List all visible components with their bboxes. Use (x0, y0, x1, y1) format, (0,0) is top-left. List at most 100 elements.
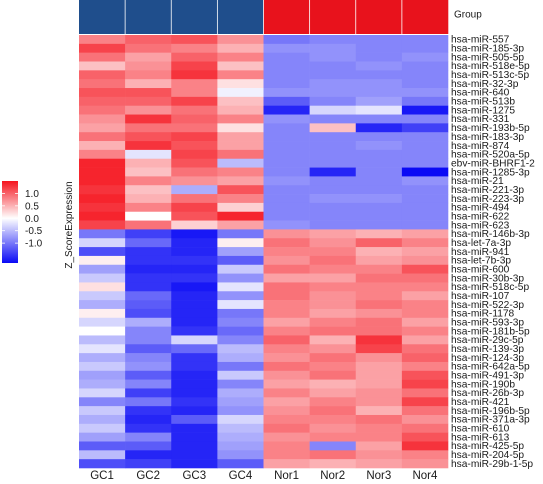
heatmap-cell (263, 353, 310, 363)
heatmap-cell (355, 132, 403, 142)
heatmap-cell (309, 79, 357, 89)
heatmap-cell (171, 344, 218, 354)
heatmap-cell (217, 388, 264, 398)
heatmap-cell (79, 441, 126, 451)
colorbar-tick-label: -1.0 (25, 239, 43, 250)
heatmap-cell (171, 300, 218, 310)
heatmap-cell (355, 79, 403, 89)
heatmap-cell (171, 317, 218, 327)
heatmap-cell (79, 194, 126, 204)
heatmap-cell (217, 397, 264, 407)
heatmap-cell (79, 202, 126, 213)
heatmap-cell (309, 114, 357, 124)
heatmap-cell (125, 158, 172, 168)
heatmap-cell (401, 96, 449, 106)
heatmap-cell (309, 123, 357, 133)
heatmap-cell (125, 335, 172, 345)
heatmap-cell (125, 185, 172, 195)
row-label: hsa-miR-600 (451, 264, 510, 275)
heatmap-cell (401, 123, 449, 133)
heatmap-cell (217, 291, 264, 301)
heatmap-cell (401, 105, 449, 115)
heatmap-cell (217, 379, 264, 389)
heatmap-cell (401, 141, 449, 151)
heatmap-cell (217, 185, 264, 195)
column-label: Nor3 (366, 470, 391, 482)
heatmap-cell (401, 379, 449, 389)
heatmap-cell (79, 379, 126, 389)
heatmap-cell (355, 176, 403, 186)
heatmap-cell (401, 238, 449, 248)
heatmap-cell (309, 202, 357, 213)
heatmap-cell (263, 220, 310, 230)
heatmap-cell (401, 353, 449, 363)
heatmap-cell (263, 149, 310, 160)
heatmap-cell (217, 194, 264, 204)
heatmap-cell (401, 335, 449, 345)
heatmap-cell (355, 229, 403, 239)
heatmap-cell (171, 353, 218, 363)
heatmap-cell (263, 96, 310, 106)
row-label: hsa-miR-29b-1-5p (451, 459, 533, 470)
heatmap-cell (125, 326, 172, 336)
heatmap-cell (125, 202, 172, 213)
heatmap-cell (217, 308, 264, 319)
heatmap-cell (309, 317, 357, 327)
heatmap-cell (79, 282, 126, 292)
heatmap-cell (355, 238, 403, 248)
row-label: hsa-miR-221-3p (451, 185, 524, 196)
row-label: ebv-miR-BHRF1-2 (451, 158, 535, 169)
heatmap-cell (217, 238, 264, 248)
heatmap-cell (217, 317, 264, 327)
heatmap-cell (355, 300, 403, 310)
group-cell (79, 0, 126, 34)
heatmap-cell (217, 450, 264, 460)
heatmap-cell (355, 326, 403, 336)
heatmap-cell (401, 414, 449, 425)
heatmap-cell (79, 220, 126, 230)
heatmap-cell (309, 370, 357, 380)
column-label: GC4 (229, 470, 253, 482)
heatmap-cell (171, 441, 218, 451)
heatmap-cell (125, 450, 172, 460)
heatmap-cell (263, 406, 310, 416)
row-label: hsa-miR-223-3p (451, 194, 524, 205)
heatmap-cell (79, 238, 126, 248)
heatmap-cell (171, 397, 218, 407)
heatmap-cell (355, 353, 403, 363)
heatmap-cell (309, 141, 357, 151)
row-label: hsa-miR-520a-5p (451, 150, 530, 161)
heatmap-cell (125, 397, 172, 407)
heatmap-cell (355, 35, 403, 45)
row-label: hsa-miR-640 (451, 88, 510, 99)
heatmap-cell (309, 158, 357, 168)
heatmap-cell (125, 149, 172, 160)
heatmap-cell (263, 211, 310, 221)
heatmap-cell (217, 264, 264, 274)
heatmap-cell (125, 255, 172, 266)
heatmap-cell (171, 388, 218, 398)
heatmap-cell (263, 344, 310, 354)
heatmap-cell (79, 423, 126, 433)
row-label: hsa-miR-518c-5p (451, 282, 529, 293)
heatmap-cell (79, 43, 126, 53)
heatmap-cell (355, 70, 403, 80)
heatmap-cell (309, 273, 357, 283)
heatmap-cell (355, 220, 403, 230)
heatmap-cell (263, 123, 310, 133)
heatmap-cell (171, 335, 218, 345)
heatmap-cell (125, 379, 172, 389)
heatmap-cell (309, 43, 357, 53)
heatmap-cell (263, 450, 310, 460)
row-label: hsa-miR-107 (451, 291, 510, 302)
column-label: Nor1 (274, 470, 299, 482)
heatmap-cell (125, 353, 172, 363)
heatmap-cell (355, 282, 403, 292)
heatmap-cell (263, 308, 310, 319)
row-label: hsa-miR-196b-5p (451, 406, 530, 417)
row-label: hsa-miR-425-5p (451, 441, 524, 452)
heatmap-cell (79, 264, 126, 274)
heatmap-cell (217, 35, 264, 45)
heatmap-cell (401, 397, 449, 407)
row-label: hsa-miR-421 (451, 397, 510, 408)
